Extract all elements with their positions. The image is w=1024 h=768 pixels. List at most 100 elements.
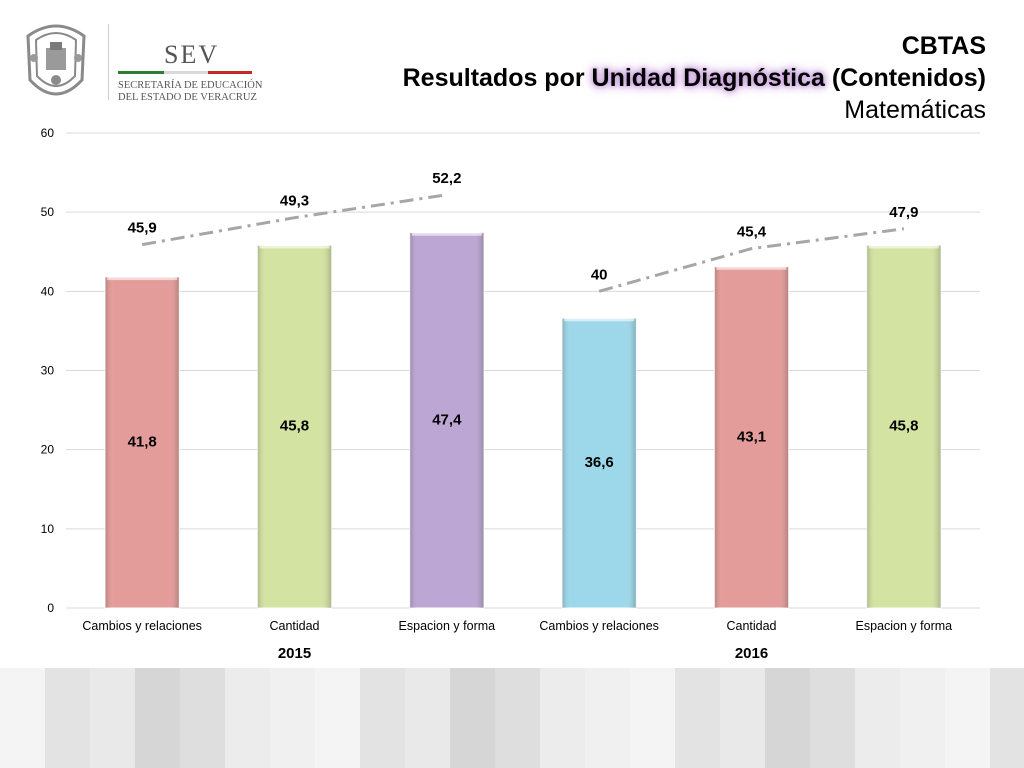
bars bbox=[104, 232, 942, 609]
trend-line-segment bbox=[598, 227, 905, 293]
bar-value-label: 47,4 bbox=[432, 411, 462, 428]
title-block: CBTAS Resultados por Unidad Diagnóstica … bbox=[403, 30, 986, 126]
footer-tile bbox=[765, 743, 810, 768]
footer-tile bbox=[495, 693, 540, 718]
footer-tile bbox=[720, 743, 765, 768]
footer-tile bbox=[900, 693, 945, 718]
trend-value-label: 45,9 bbox=[128, 220, 157, 237]
footer-tile bbox=[990, 668, 1024, 693]
footer-tile bbox=[315, 718, 360, 743]
x-tick-label: Espacion y forma bbox=[399, 619, 496, 633]
footer-mosaic bbox=[0, 668, 1024, 768]
footer-tile bbox=[450, 718, 495, 743]
footer-tile bbox=[135, 743, 180, 768]
footer-tile bbox=[360, 743, 405, 768]
bar-value-label: 43,1 bbox=[737, 428, 766, 445]
footer-tile bbox=[900, 743, 945, 768]
footer-tile bbox=[405, 668, 450, 693]
y-tick-label: 50 bbox=[41, 205, 55, 219]
footer-tile bbox=[540, 743, 585, 768]
footer-tile bbox=[450, 668, 495, 693]
footer-tile bbox=[630, 668, 675, 693]
footer-tile bbox=[450, 743, 495, 768]
logo-sev-text: SEV bbox=[164, 40, 220, 69]
footer-tile bbox=[765, 718, 810, 743]
footer-tile bbox=[495, 743, 540, 768]
bar-value-label: 36,6 bbox=[585, 454, 614, 471]
trend-value-label: 40 bbox=[591, 266, 608, 283]
logo-subtitle-line2: DEL ESTADO DE VERACRUZ bbox=[118, 92, 257, 103]
y-tick-label: 30 bbox=[41, 364, 55, 378]
footer-tile bbox=[360, 693, 405, 718]
trend-value-label: 45,4 bbox=[737, 224, 767, 241]
footer-tile bbox=[855, 693, 900, 718]
y-tick-label: 40 bbox=[41, 284, 55, 298]
footer-tile bbox=[315, 693, 360, 718]
footer-tile bbox=[270, 718, 315, 743]
bar-highlight bbox=[868, 245, 939, 249]
logo-divider bbox=[108, 24, 109, 100]
footer-tile bbox=[675, 743, 720, 768]
bar-highlight bbox=[564, 318, 635, 322]
footer-tile bbox=[585, 718, 630, 743]
bar-shading bbox=[866, 245, 941, 608]
title-line2: Resultados por Unidad Diagnóstica (Conte… bbox=[403, 62, 986, 94]
bar-highlight bbox=[259, 245, 330, 249]
footer-tile bbox=[0, 743, 45, 768]
x-tick-label: Espacion y forma bbox=[856, 619, 953, 633]
bar-highlight bbox=[411, 232, 482, 236]
footer-tile bbox=[405, 718, 450, 743]
footer-tile bbox=[495, 668, 540, 693]
footer-tile bbox=[810, 668, 855, 693]
footer-tile bbox=[315, 668, 360, 693]
footer-tile bbox=[270, 743, 315, 768]
trend-value-label: 49,3 bbox=[280, 193, 309, 210]
footer-tile bbox=[45, 743, 90, 768]
bar-value-label: 45,8 bbox=[280, 418, 309, 435]
footer-tile bbox=[630, 743, 675, 768]
flag-stripe-red bbox=[208, 71, 252, 74]
bar-group bbox=[409, 232, 485, 609]
x-axis-ticks: Cambios y relaciones Cantidad Espacion y f… bbox=[82, 619, 952, 633]
footer-tile bbox=[90, 668, 135, 693]
footer-tile bbox=[495, 718, 540, 743]
footer-tile bbox=[720, 668, 765, 693]
footer-tile bbox=[0, 718, 45, 743]
trend-value-label: 52,2 bbox=[432, 170, 461, 187]
y-tick-label: 0 bbox=[47, 601, 54, 615]
grid-lines bbox=[66, 132, 980, 609]
bar-highlight bbox=[716, 266, 787, 270]
bar-shading bbox=[714, 266, 789, 608]
footer-tile bbox=[360, 668, 405, 693]
footer-tile bbox=[855, 668, 900, 693]
footer-tile bbox=[45, 668, 90, 693]
bar-group bbox=[714, 266, 789, 609]
footer-tile bbox=[0, 668, 45, 693]
footer-tile bbox=[180, 693, 225, 718]
footer-tile bbox=[765, 693, 810, 718]
bar-shading bbox=[562, 318, 637, 608]
title-line2-highlight: Unidad Diagnóstica bbox=[591, 64, 825, 92]
bar-group bbox=[104, 276, 180, 609]
footer-tile bbox=[990, 718, 1024, 743]
footer-tile bbox=[945, 693, 990, 718]
footer-tile bbox=[810, 693, 855, 718]
bar-shading bbox=[257, 245, 332, 608]
footer-tile bbox=[225, 743, 270, 768]
footer-tile bbox=[90, 743, 135, 768]
footer-tile bbox=[225, 693, 270, 718]
title-line2-suffix: (Contenidos) bbox=[824, 64, 986, 92]
trend-value-label: 47,9 bbox=[889, 204, 918, 221]
bar-group bbox=[561, 317, 637, 609]
title-line1: CBTAS bbox=[901, 32, 986, 60]
veracruz-seal-icon bbox=[26, 24, 86, 96]
data-labels: 41,8 45,8 47,4 36,6 43,1 45,8 45,9 49,3 52,2 40 45… bbox=[128, 170, 919, 471]
title-line2-prefix: Resultados por bbox=[402, 64, 592, 92]
footer-tile bbox=[180, 743, 225, 768]
footer-tile bbox=[990, 693, 1024, 718]
footer-tile bbox=[135, 718, 180, 743]
x-tick-label: Cambios y relaciones bbox=[82, 619, 202, 633]
footer-tile bbox=[315, 743, 360, 768]
footer-tile bbox=[405, 693, 450, 718]
